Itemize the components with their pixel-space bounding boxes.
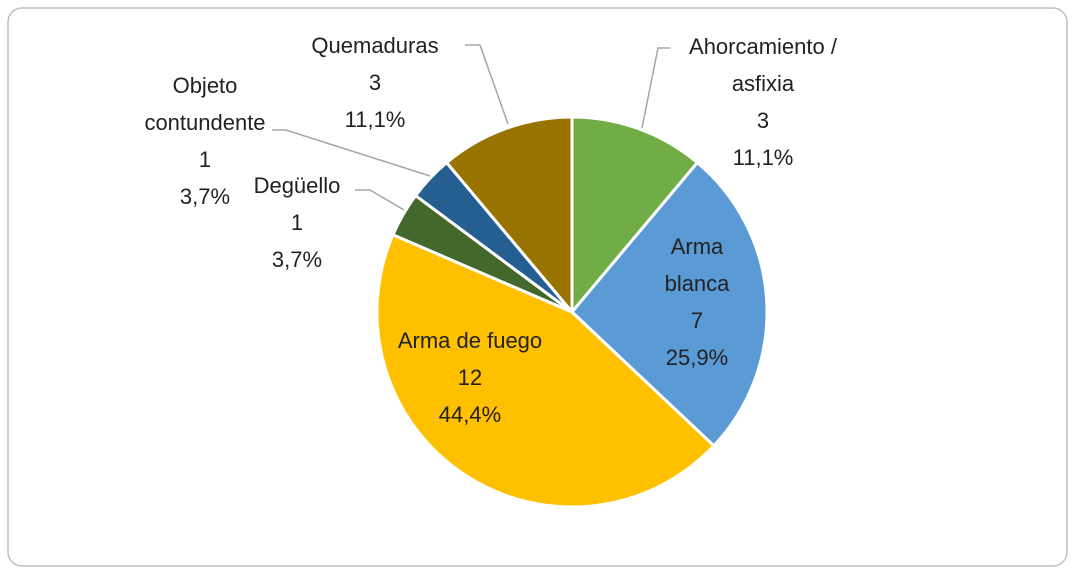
- percent-label: 44,4%: [438, 402, 502, 427]
- percent-label: 3,7%: [179, 184, 231, 209]
- category-label: Objeto contundente: [144, 73, 266, 135]
- value-label: 3: [756, 108, 770, 133]
- leader-line: [465, 44, 509, 125]
- percent-label: 11,1%: [732, 145, 794, 170]
- value-label: 12: [457, 365, 483, 390]
- data-label: Objeto contundente 1 3,7%: [135, 67, 275, 215]
- pie-slice: [569, 160, 769, 448]
- data-label: Ahorcamiento / asfixia 3 11,1%: [688, 28, 838, 176]
- value-label: 3: [368, 70, 382, 95]
- leader-line: [641, 47, 670, 129]
- pie-slice: [444, 115, 574, 317]
- category-label: Degüello: [253, 173, 341, 198]
- category-label: Quemaduras: [311, 33, 439, 58]
- leader-line: [272, 129, 431, 177]
- category-label: Arma blanca: [664, 234, 730, 296]
- pie-slice: [570, 115, 700, 317]
- value-label: 1: [290, 210, 304, 235]
- percent-label: 3,7%: [271, 247, 323, 272]
- value-label: 7: [690, 308, 704, 333]
- pie-slice: [375, 232, 716, 509]
- data-label: Degüello 1 3,7%: [232, 167, 362, 278]
- data-label: Arma de fuego 12 44,4%: [365, 322, 575, 433]
- data-label: Arma blanca 7 25,9%: [652, 228, 742, 376]
- percent-label: 25,9%: [665, 345, 729, 370]
- value-label: 1: [198, 147, 212, 172]
- category-label: Arma de fuego: [397, 328, 543, 353]
- percent-label: 11,1%: [344, 107, 406, 132]
- slices: [375, 115, 769, 509]
- leader-line: [355, 189, 405, 211]
- category-label: Ahorcamiento / asfixia: [689, 34, 837, 96]
- data-label: Quemaduras 3 11,1%: [300, 27, 450, 138]
- leader-lines: [272, 44, 670, 211]
